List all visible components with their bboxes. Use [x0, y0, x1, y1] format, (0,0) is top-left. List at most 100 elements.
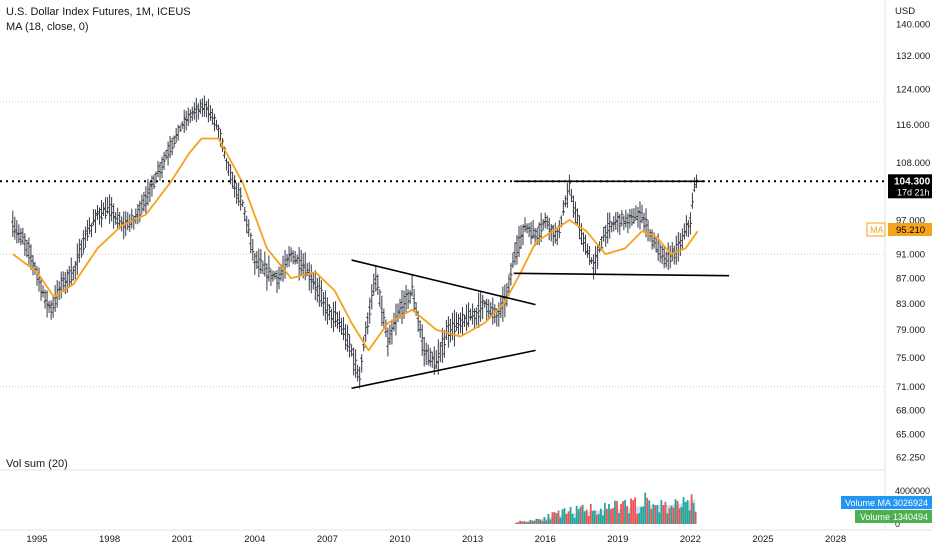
time-tick-label: 2001: [172, 534, 193, 545]
ohlc-bar: [579, 223, 584, 246]
volume-label: Volume: [860, 512, 890, 522]
ohlc-bar: [192, 102, 196, 120]
ohlc-bar: [602, 226, 606, 242]
volume-badge: [855, 510, 932, 523]
volume-bar: [656, 505, 659, 524]
ohlc-bar: [114, 212, 118, 225]
ohlc-bar: [105, 197, 110, 214]
ohlc-bar: [275, 270, 279, 293]
ohlc-bar: [29, 244, 33, 270]
symbol-legend[interactable]: U.S. Dollar Index Futures, 1M, ICEUS: [6, 6, 191, 18]
ohlc-bar: [265, 263, 269, 291]
ohlc-bar: [152, 174, 156, 190]
ohlc-bar: [347, 334, 352, 358]
ohlc-bar: [632, 208, 636, 224]
ohlc-bar: [43, 289, 47, 309]
ohlc-bar: [339, 317, 344, 335]
volume-bar: [670, 505, 673, 524]
time-tick-label: 1998: [99, 534, 120, 545]
ohlc-bar: [690, 192, 695, 209]
time-tick-label: 2022: [680, 534, 701, 545]
ohlc-bar: [200, 98, 204, 117]
volume-bar: [591, 510, 594, 524]
ohlc-bar: [170, 137, 174, 156]
ohlc-bar: [309, 264, 313, 294]
volume-bar: [636, 513, 639, 524]
ohlc-bar: [178, 125, 182, 133]
ohlc-bar: [271, 270, 275, 282]
ohlc-bar: [523, 217, 527, 233]
ohlc-bar: [692, 177, 697, 193]
ohlc-bar: [343, 324, 348, 350]
ohlc-bar: [23, 233, 27, 256]
ohlc-bar: [126, 212, 130, 231]
ohlc-bar: [541, 219, 545, 231]
volume-bar: [638, 512, 641, 524]
ohlc-bar: [93, 209, 98, 234]
ohlc-bar: [156, 161, 160, 178]
ohlc-bar: [672, 245, 676, 265]
ohlc-bar: [142, 191, 146, 212]
ohlc-bar: [75, 243, 79, 276]
volume-bar: [640, 507, 643, 524]
ohlc-bar: [354, 349, 358, 378]
ohlc-bar: [83, 226, 87, 249]
volume-bar: [581, 504, 584, 524]
volume-bar: [563, 508, 566, 524]
volume-bar: [519, 520, 522, 524]
volume-pane: [515, 492, 697, 524]
time-tick-label: 2016: [535, 534, 556, 545]
price-tick-label: 91.000: [896, 250, 925, 261]
ohlc-bar: [664, 251, 668, 268]
last-price-badge: [888, 174, 932, 199]
ohlc-bar: [350, 344, 354, 357]
ohlc-bar: [130, 208, 134, 229]
volume-tick-label: 4000000: [895, 486, 930, 496]
ohlc-bar: [138, 200, 142, 223]
ohlc-bar: [446, 316, 450, 348]
volume-bar: [521, 521, 524, 524]
ohlc-bar: [59, 271, 63, 299]
ohlc-bar: [434, 350, 438, 369]
volume-bar: [682, 497, 685, 524]
ohlc-bar: [376, 274, 380, 295]
ohlc-bar: [477, 292, 481, 329]
support-trendline[interactable]: [513, 272, 730, 277]
ohlc-bar: [674, 235, 678, 265]
volume-bar: [523, 521, 526, 524]
ohlc-bar: [454, 312, 459, 331]
currency-label: USD: [895, 6, 915, 17]
ohlc-bar: [408, 290, 412, 304]
ohlc-bar: [489, 302, 493, 317]
volume-bar: [606, 508, 608, 524]
volume-bar: [583, 511, 586, 524]
ohlc-bar: [57, 281, 61, 301]
ohlc-bar: [555, 228, 559, 245]
ohlc-bar: [287, 246, 291, 267]
ohlc-bar: [212, 113, 217, 132]
ohlc-bar: [194, 97, 198, 123]
ohlc-bar: [299, 249, 303, 276]
volume-bar: [694, 511, 697, 524]
trendline-annotations[interactable]: [0, 180, 885, 390]
ohlc-bar: [233, 175, 237, 198]
volume-bar: [660, 499, 663, 524]
ohlc-bar: [388, 324, 392, 345]
volume-bar: [599, 508, 602, 524]
triangle-upper-trendline[interactable]: [351, 259, 536, 306]
ohlc-bar: [636, 206, 640, 228]
price-tick-label: 62.250: [896, 453, 925, 464]
indicator-legend[interactable]: MA (18, close, 0): [6, 21, 89, 33]
volume-bar: [533, 520, 536, 524]
ohlc-bar: [622, 215, 626, 231]
volume-legend[interactable]: Vol sum (20): [6, 458, 68, 470]
volume-bar: [585, 509, 588, 524]
ohlc-bar: [140, 194, 144, 215]
ohlc-bar: [583, 234, 588, 255]
ohlc-bar: [374, 266, 378, 292]
ohlc-bar: [553, 222, 557, 244]
triangle-lower-trendline[interactable]: [351, 349, 536, 390]
ohlc-bar: [628, 209, 632, 229]
ohlc-bar: [101, 202, 106, 216]
